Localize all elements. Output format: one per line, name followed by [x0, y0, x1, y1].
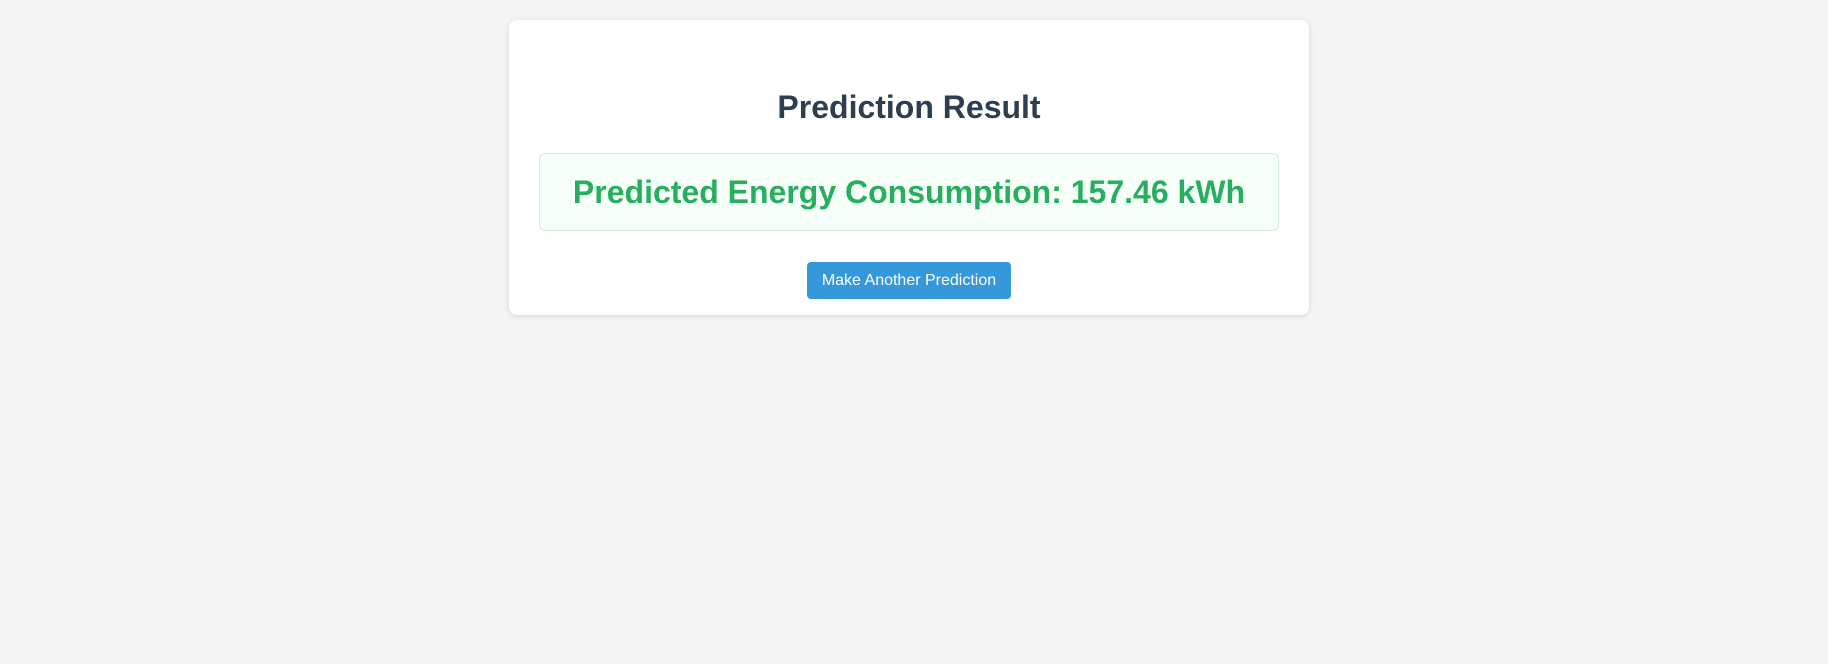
make-another-prediction-button[interactable]: Make Another Prediction: [806, 262, 1012, 300]
result-card: Prediction Result Predicted Energy Consu…: [509, 20, 1309, 315]
page-title: Prediction Result: [777, 89, 1041, 125]
prediction-result-text: Predicted Energy Consumption: 157.46 kWh: [572, 174, 1246, 211]
prediction-result-box: Predicted Energy Consumption: 157.46 kWh: [539, 153, 1279, 232]
